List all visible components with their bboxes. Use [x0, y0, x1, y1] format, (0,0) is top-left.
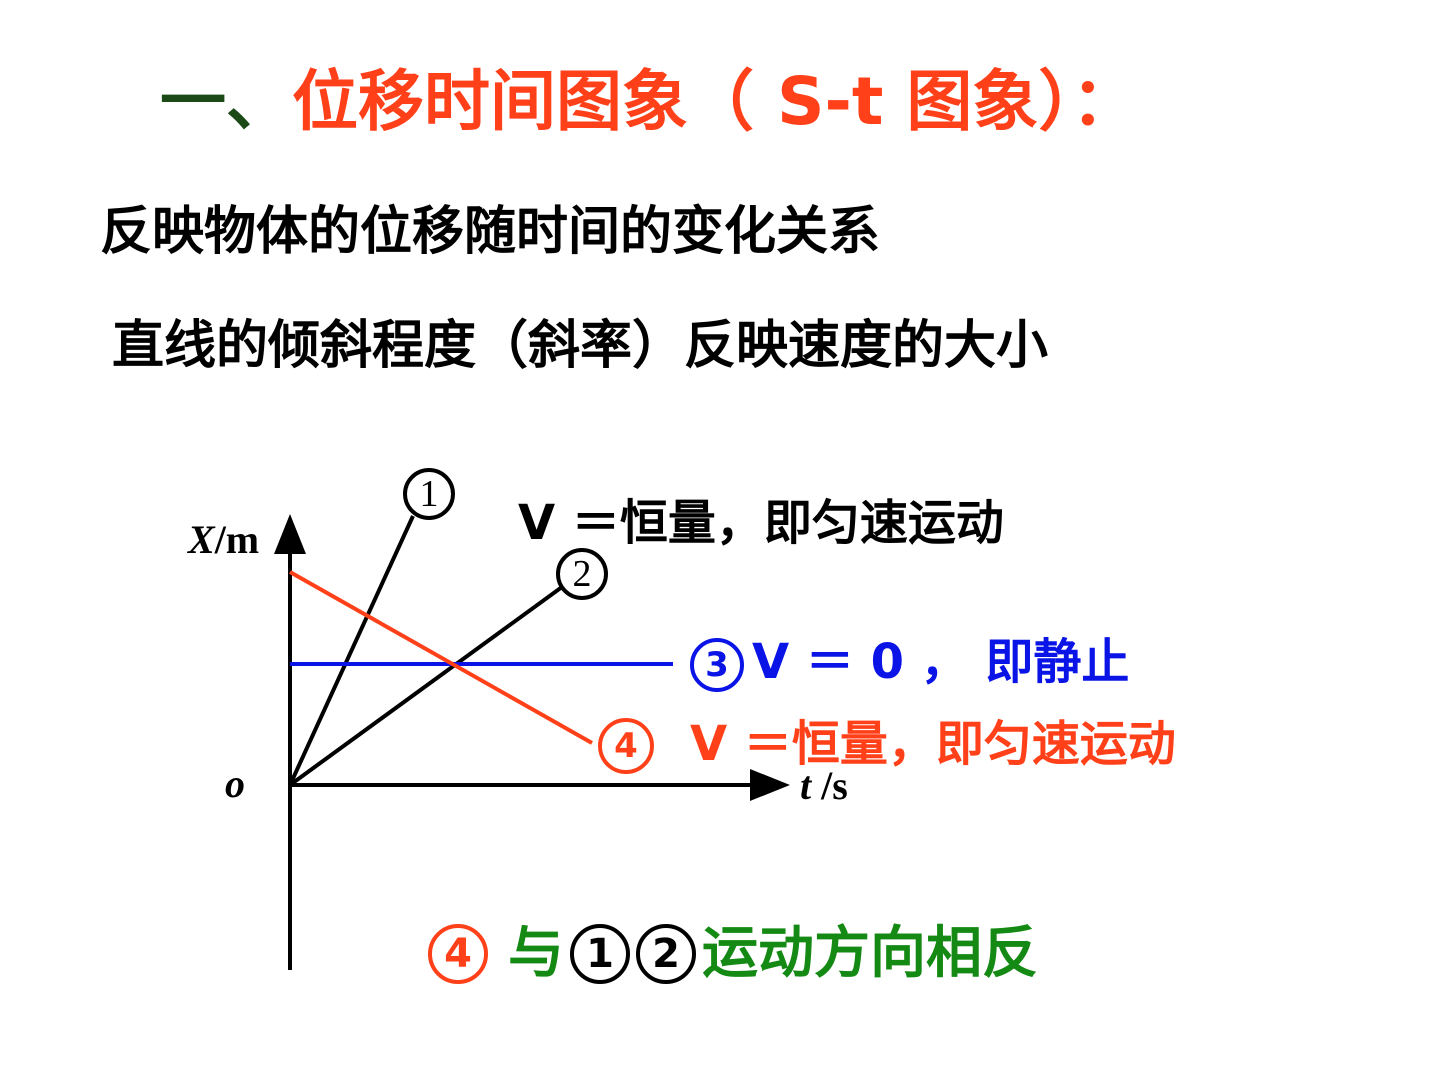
line-4 — [289, 570, 593, 745]
description-line-1: 反映物体的位移随时间的变化关系 — [100, 202, 881, 262]
conclusion-text-1: 与 — [508, 921, 564, 986]
conclusion-marker-4: 4 — [428, 924, 488, 984]
x-axis-label: t /s — [800, 758, 848, 814]
marker-4: 4 — [598, 718, 654, 774]
conclusion: 4 与 1 2 运动方向相反 — [428, 922, 1038, 986]
label-line-3: V ＝ 0 ， 即静止 — [752, 634, 1130, 690]
slide-title: 一、位移时间图象（ S-t 图象）： — [160, 62, 1137, 142]
line-2 — [288, 585, 564, 787]
label-line-4: V ＝恒量，即匀速运动 — [690, 716, 1176, 772]
x-axis-unit: /s — [811, 763, 848, 808]
y-axis-var: X — [188, 517, 215, 562]
conclusion-marker-2: 2 — [636, 924, 696, 984]
description-line-2: 直线的倾斜程度（斜率）反映速度的大小 — [112, 316, 1049, 376]
origin-label: o — [225, 761, 245, 806]
marker-3: 3 — [690, 638, 744, 692]
label-lines-1-2: V ＝恒量，即匀速运动 — [518, 495, 1004, 551]
title-number: 一、 — [160, 63, 292, 140]
marker-2: 2 — [556, 548, 608, 600]
conclusion-text-2: 运动方向相反 — [702, 921, 1038, 986]
conclusion-marker-1: 1 — [570, 924, 630, 984]
line-1 — [288, 515, 415, 786]
y-axis-label: X/m — [188, 512, 259, 568]
y-axis-unit: /m — [214, 517, 260, 562]
title-text: 位移时间图象（ S-t 图象）： — [292, 63, 1138, 140]
marker-1: 1 — [403, 468, 455, 520]
x-axis-var: t — [800, 763, 812, 808]
